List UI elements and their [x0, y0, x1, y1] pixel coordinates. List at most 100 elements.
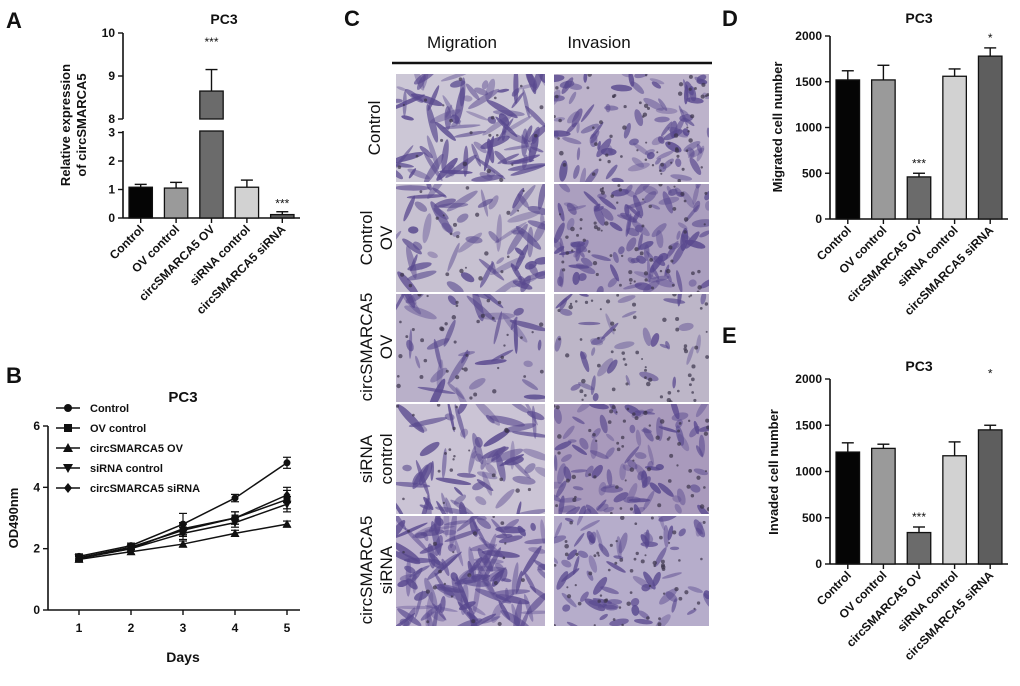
stained-cell [605, 447, 615, 458]
stained-cell [539, 74, 545, 84]
membrane-pore [399, 320, 402, 324]
stained-cell [413, 74, 425, 91]
membrane-pore [437, 469, 441, 473]
stained-cell [639, 371, 659, 382]
membrane-pore [500, 355, 505, 360]
membrane-pore [458, 77, 463, 81]
stained-cell [537, 184, 545, 210]
membrane-pore [488, 133, 492, 137]
stained-cell [580, 104, 595, 123]
x-tick-label: 4 [232, 621, 239, 635]
membrane-pore [662, 592, 666, 595]
stained-cell [563, 466, 572, 482]
membrane-pore [634, 247, 639, 252]
stained-cell [517, 525, 526, 537]
membrane-pore [397, 165, 402, 170]
stained-cell [450, 499, 475, 514]
stained-cell [561, 592, 577, 608]
stained-cell [570, 469, 588, 473]
stained-cell [522, 448, 545, 461]
membrane-pore [688, 74, 693, 79]
stained-cell [447, 382, 465, 400]
membrane-pore [438, 569, 442, 574]
membrane-pore [686, 484, 691, 489]
stained-cell [588, 534, 595, 544]
membrane-pore [687, 419, 691, 423]
membrane-pore [538, 322, 544, 327]
stained-cell [396, 230, 402, 244]
stained-cell [444, 529, 481, 542]
stained-cell [409, 565, 430, 578]
membrane-pore [484, 251, 489, 256]
membrane-pore [472, 531, 478, 536]
membrane-pore [696, 601, 701, 605]
bar [977, 55, 1003, 220]
membrane-pore [636, 149, 639, 152]
membrane-pore [683, 217, 689, 222]
membrane-pore [565, 478, 570, 483]
membrane-pore [588, 571, 593, 576]
membrane-pore [693, 607, 696, 610]
membrane-pore [492, 516, 495, 519]
membrane-pore [499, 177, 504, 182]
stained-cell [640, 534, 650, 546]
stained-cell [450, 80, 466, 88]
membrane-pore [674, 586, 679, 592]
y-tick-label: 9 [108, 69, 115, 83]
micrograph-1-invasion [554, 74, 709, 182]
membrane-pore [616, 441, 620, 445]
membrane-pore [621, 623, 624, 626]
stained-cell [427, 85, 440, 111]
stained-cell [590, 437, 598, 459]
legend-label: circSMARCA5 siRNA [90, 483, 200, 495]
membrane-pore [587, 74, 592, 77]
y-tick-label: 8 [108, 112, 115, 126]
stained-cell [522, 154, 528, 170]
membrane-pore [569, 520, 573, 525]
membrane-pore [609, 511, 613, 514]
stained-cell [609, 264, 620, 282]
y-tick-label: 1000 [795, 121, 822, 135]
y-tick-label: 500 [802, 511, 822, 525]
panel-b-xlabel: Days [166, 649, 200, 665]
membrane-pore [691, 271, 695, 276]
membrane-pore [615, 411, 618, 414]
stained-cell [540, 519, 545, 545]
stained-cell [503, 423, 537, 433]
membrane-pore [452, 551, 455, 554]
membrane-pore [455, 300, 459, 304]
membrane-pore [643, 410, 648, 416]
membrane-pore [696, 475, 701, 480]
stained-cell [576, 147, 581, 161]
stained-cell [495, 594, 530, 605]
membrane-pore [453, 454, 456, 458]
y-tick-label: 3 [108, 126, 115, 140]
stained-cell [577, 550, 589, 558]
micrograph-haze [396, 184, 545, 292]
stained-cell [627, 162, 650, 172]
stained-cell [491, 260, 496, 274]
stained-cell [396, 481, 431, 488]
stained-cell [591, 464, 603, 479]
stained-cell [588, 600, 608, 607]
x-tick-label: 5 [284, 621, 291, 635]
stained-cell [471, 573, 483, 581]
stained-cell [406, 578, 418, 590]
membrane-pore [500, 521, 505, 526]
significance-marker: *** [912, 156, 926, 170]
membrane-pore [445, 369, 449, 373]
stained-cell [697, 504, 709, 514]
stained-cell [655, 614, 671, 626]
membrane-pore [396, 374, 400, 378]
stained-cell [514, 247, 525, 256]
membrane-pore [605, 153, 609, 157]
legend-label: OV control [90, 423, 146, 435]
stained-cell [599, 613, 608, 621]
membrane-pore [615, 539, 618, 543]
membrane-pore [468, 449, 471, 452]
panel-letter-d: D [722, 6, 738, 31]
stained-cell [672, 495, 682, 503]
stained-cell [498, 113, 510, 127]
membrane-pore [491, 316, 495, 320]
